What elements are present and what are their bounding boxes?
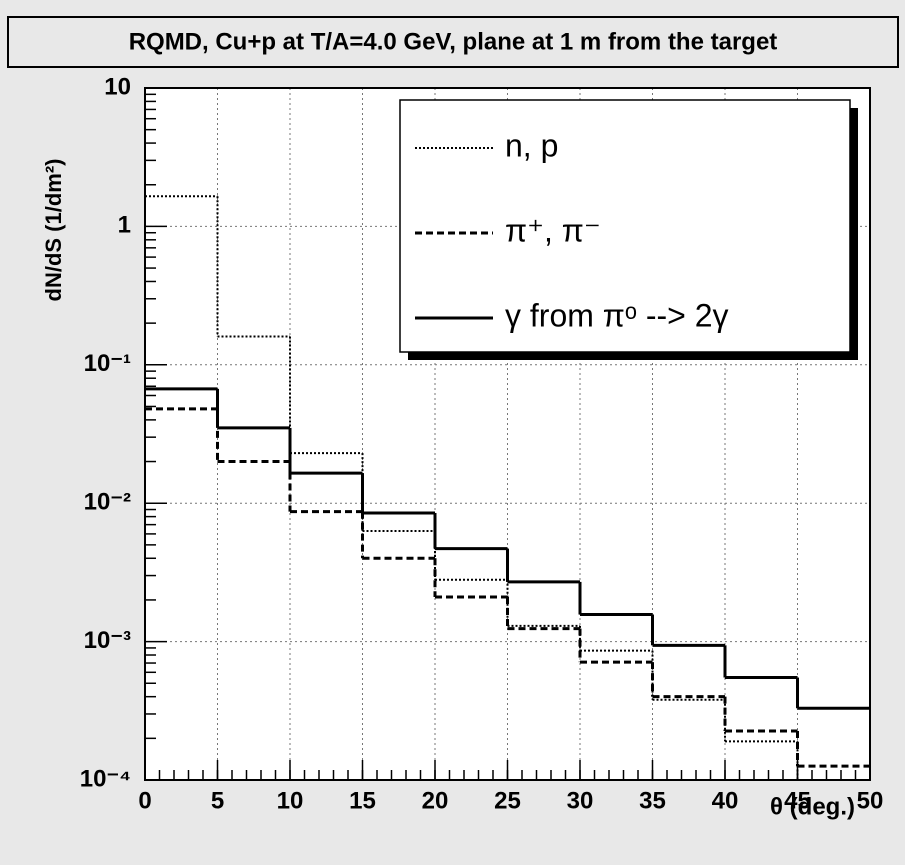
x-tick-label: 50 <box>857 787 884 814</box>
y-tick-label: 1 <box>118 212 131 239</box>
y-tick-label: 10⁻³ <box>84 627 131 654</box>
legend-box <box>399 99 851 353</box>
y-tick-label: 10⁻² <box>84 489 131 516</box>
y-tick-label: 10⁻⁴ <box>80 765 131 792</box>
y-tick-label: 10 <box>104 73 131 100</box>
x-tick-label: 10 <box>277 787 304 814</box>
y-tick-label: 10⁻¹ <box>84 350 131 377</box>
x-tick-label: 5 <box>211 787 224 814</box>
x-tick-label: 0 <box>138 787 151 814</box>
legend-label: π⁺, π⁻ <box>505 212 601 248</box>
y-axis-label: dN/dS (1/dm²) <box>41 159 66 302</box>
x-tick-label: 30 <box>567 787 594 814</box>
title-box <box>7 16 899 68</box>
chart-title: RQMD, Cu+p at T/A=4.0 GeV, plane at 1 m … <box>129 28 778 55</box>
x-tick-label: 35 <box>639 787 666 814</box>
x-tick-label: 15 <box>349 787 376 814</box>
legend-label: γ from πᵒ --> 2γ <box>505 297 729 333</box>
x-tick-label: 25 <box>494 787 521 814</box>
x-tick-label: 40 <box>712 787 739 814</box>
x-axis-label: θ (deg.) <box>770 793 855 820</box>
x-tick-label: 20 <box>422 787 449 814</box>
x-tick-label: 45 <box>784 787 811 814</box>
legend-label: n, p <box>505 127 558 163</box>
